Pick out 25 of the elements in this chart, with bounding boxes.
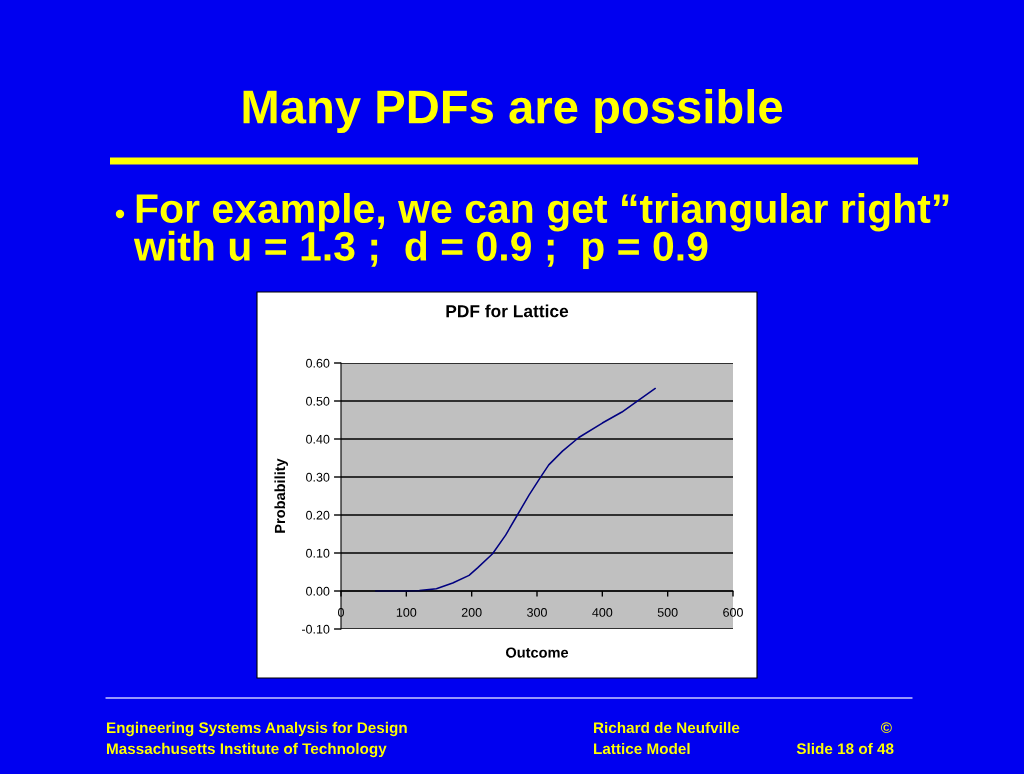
y-tick-label: 0.00 <box>306 586 330 596</box>
text: Richard de Neufville <box>594 721 740 734</box>
text: For example, we can get “triangular right” with u = 1.3 ; d = 0.9 ; p = 0.9 <box>133 193 949 269</box>
x-tick-label: 500 <box>657 608 678 617</box>
y-tick-label: 0.60 <box>306 358 330 368</box>
text: © <box>880 722 892 734</box>
y-tick-label: 0.40 <box>306 434 330 444</box>
y-axis-title: Probability <box>274 458 288 533</box>
y-tick-label: 0.30 <box>306 472 330 482</box>
x-tick-label: 200 <box>461 608 482 617</box>
chart-title: PDF for Lattice <box>446 304 569 318</box>
text: Lattice Model <box>594 742 690 755</box>
x-tick-label: 300 <box>527 608 547 617</box>
y-tick-label: -0.10 <box>301 624 330 634</box>
y-tick-label: 0.10 <box>306 548 330 558</box>
y-tick-label: 0.50 <box>306 396 330 406</box>
text: Massachusetts Institute of Technology <box>107 742 387 758</box>
x-tick-label: 400 <box>592 608 613 617</box>
y-tick-label: 0.20 <box>306 510 330 520</box>
text: Many PDFs are possible <box>243 88 783 134</box>
text: Slide 18 of 48 <box>796 742 894 755</box>
text: Engineering Systems Analysis for Design <box>107 721 407 737</box>
x-tick-label: 600 <box>723 608 743 617</box>
x-tick-label: 100 <box>396 608 417 617</box>
x-axis-title: Outcome <box>506 647 569 658</box>
